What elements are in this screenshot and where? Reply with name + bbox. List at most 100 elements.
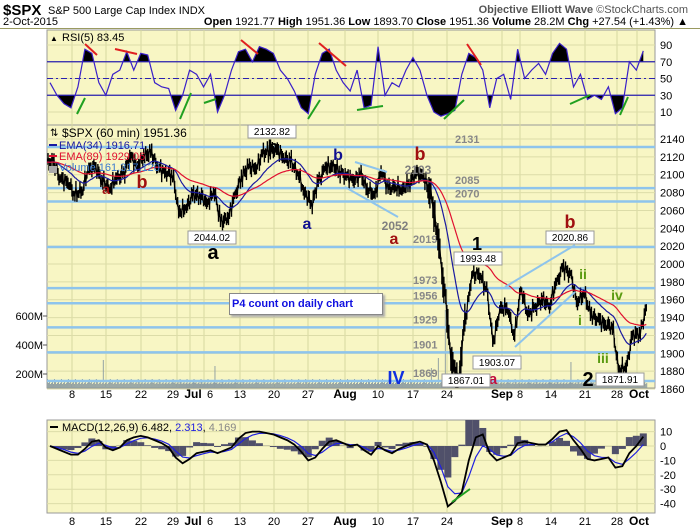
- volume-bar: [295, 384, 297, 388]
- volume-bar: [313, 384, 315, 388]
- macd-histogram-bar: [74, 446, 82, 449]
- volume-bar: [300, 382, 302, 388]
- volume-bar: [273, 382, 275, 388]
- volume-bar: [293, 383, 295, 388]
- volume-bar: [371, 383, 372, 388]
- volume-bar: [106, 384, 108, 388]
- volume-bar: [526, 383, 528, 388]
- volume-bar: [413, 382, 415, 388]
- volume-bar: [369, 382, 370, 388]
- volume-bar: [241, 384, 243, 388]
- volume-bar: [496, 383, 498, 388]
- volume-bar: [346, 384, 348, 388]
- macd-histogram-bar: [514, 436, 522, 446]
- macd-histogram-bar: [632, 435, 640, 446]
- volume-bar: [404, 382, 406, 388]
- volume-bar: [547, 383, 549, 388]
- chg-value: +27.54 (+1.43%) ▲: [592, 16, 688, 28]
- volume-bar: [76, 384, 78, 388]
- volume-bar: [285, 382, 287, 388]
- volume-bar: [212, 383, 214, 388]
- rsi-bullish-divergence-line: [356, 105, 384, 111]
- volume-bar: [361, 379, 362, 388]
- volume-bar: [245, 383, 247, 388]
- volume-bar: [284, 379, 286, 388]
- volume-bar: [500, 379, 502, 388]
- volume-bar: [333, 379, 335, 388]
- volume-bar: [523, 383, 525, 388]
- volume-bar: [105, 382, 107, 388]
- macd-histogram-bar: [451, 446, 459, 458]
- volume-bar: [214, 366, 216, 388]
- volume-bar: [322, 384, 324, 388]
- wave-label: iv: [611, 287, 623, 303]
- price-callout-box: [187, 230, 237, 245]
- legend-swatch: [49, 144, 57, 146]
- volume-bar: [199, 384, 201, 388]
- level-label: 2085: [455, 175, 479, 187]
- wave-label: b: [137, 172, 148, 192]
- macd-histogram-bar: [304, 446, 312, 458]
- price-callout: 1903.07: [479, 358, 516, 369]
- volume-bar: [568, 383, 570, 388]
- volume-bar: [291, 379, 293, 388]
- volume-bar: [316, 384, 318, 388]
- volume-bar: [220, 384, 222, 388]
- volume-bar: [136, 384, 138, 388]
- volume-bar: [170, 383, 172, 388]
- macd-legend-separator: ,: [203, 422, 209, 434]
- volume-bar: [347, 379, 349, 388]
- volume-bar: [398, 383, 399, 388]
- volume-bar: [558, 384, 560, 388]
- volume-bar: [135, 382, 137, 388]
- volume-bar: [119, 383, 121, 388]
- rsi-legend: RSI(5) 83.45: [62, 32, 124, 44]
- volume-bar: [528, 379, 530, 388]
- volume-bar: [567, 384, 569, 388]
- macd-line: [49, 429, 645, 509]
- macd-histogram-bar: [151, 446, 159, 448]
- volume-bar: [189, 382, 191, 388]
- rsi-bullish-divergence-line: [619, 96, 629, 116]
- volume-bar: [192, 382, 194, 388]
- volume-bar: [304, 384, 306, 388]
- volume-bar: [251, 383, 253, 388]
- volume-bar: [328, 384, 330, 388]
- volume-bar: [268, 384, 270, 388]
- volume-bar: [95, 379, 97, 388]
- volume-bar: [535, 379, 537, 388]
- volume-bar: [589, 383, 591, 388]
- volume-bar: [298, 379, 300, 388]
- x-tick-label: 24: [441, 389, 453, 401]
- x-tick-label: 8: [517, 389, 523, 401]
- chg-label: Chg: [567, 16, 590, 28]
- macd-histogram-bar: [346, 446, 354, 449]
- volume-bar: [194, 383, 196, 388]
- macd-histogram-bar: [227, 442, 235, 446]
- volume-bar: [101, 383, 103, 388]
- volume-bar: [353, 383, 355, 388]
- volume-bar: [430, 368, 432, 388]
- x-tick-label: 21: [579, 516, 591, 528]
- volume-bar: [180, 382, 182, 388]
- volume-bar: [193, 379, 195, 388]
- volume-bar: [373, 384, 374, 388]
- volume-bar: [419, 382, 421, 388]
- volume-bar: [352, 384, 354, 388]
- price-tick-label: 1860: [660, 384, 684, 396]
- volume-bar: [414, 384, 416, 388]
- volume-bar: [203, 383, 205, 388]
- wave-label: 2: [582, 369, 593, 391]
- volume-bar: [213, 382, 215, 388]
- volume-bar: [108, 382, 110, 388]
- x-tick-label: 13: [234, 516, 246, 528]
- macd-histogram-bar: [611, 446, 619, 455]
- volume-bar: [259, 384, 261, 388]
- volume-bar: [559, 383, 561, 388]
- volume-bar: [225, 382, 227, 388]
- macd-histogram-bar: [207, 443, 215, 446]
- volume-bar: [383, 383, 384, 388]
- macd-histogram-bar: [214, 446, 222, 447]
- macd-histogram-bar: [570, 446, 577, 452]
- volume-bar: [59, 383, 61, 388]
